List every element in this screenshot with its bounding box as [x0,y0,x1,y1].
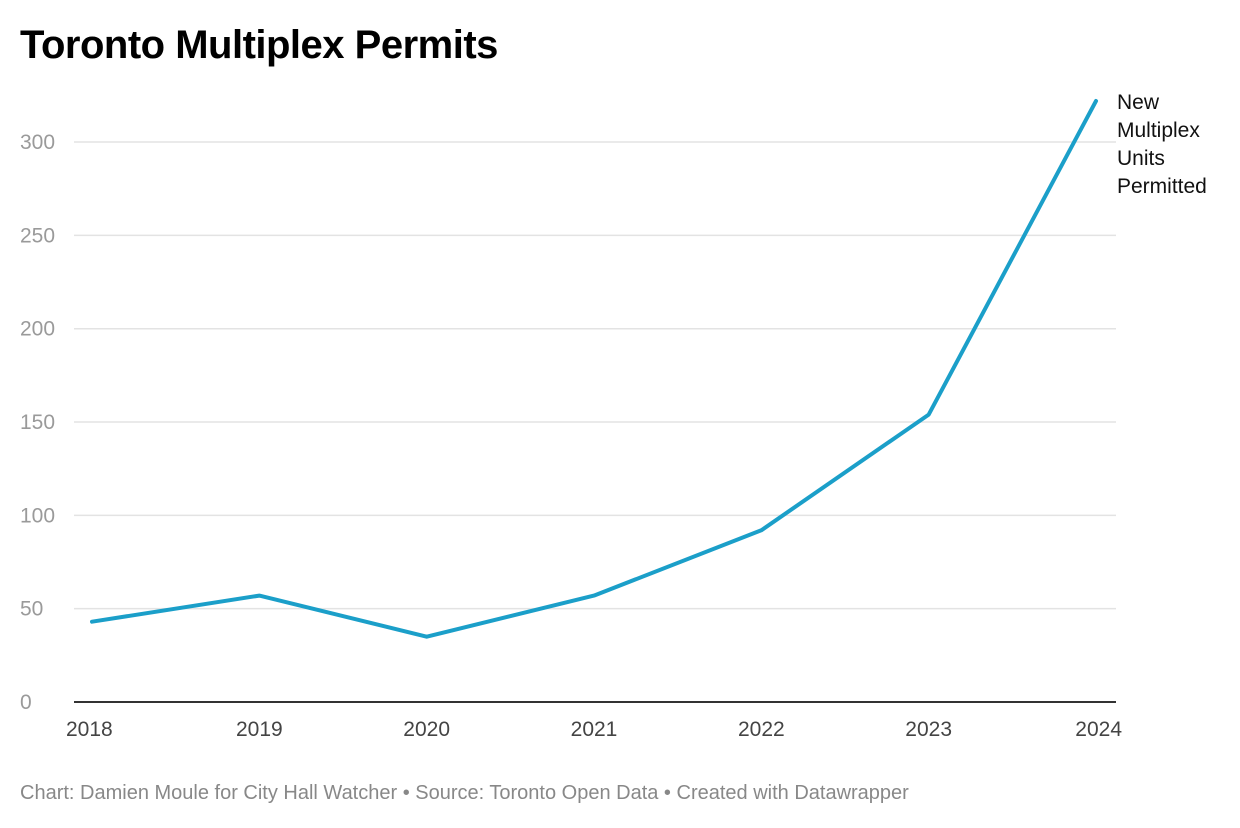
x-tick-label: 2023 [905,718,952,741]
x-axis-ticks: 2018 2019 2020 2021 2022 2023 2024 [66,718,1122,741]
y-tick-label: 100 [20,504,55,527]
y-tick-label: 50 [20,598,43,621]
chart-title: Toronto Multiplex Permits [20,23,498,67]
x-tick-label: 2024 [1075,718,1122,741]
series-line [90,99,1098,639]
series-labels: New Multiplex Units Permitted [1117,91,1207,198]
series-label: New Multiplex Units Permitted [1117,91,1207,198]
y-tick-label: 200 [20,318,55,341]
x-tick-label: 2020 [403,718,450,741]
x-tick-label: 2021 [571,718,618,741]
x-tick-label: 2019 [236,718,283,741]
y-axis-ticks: 0 50 100 150 200 250 300 [20,131,55,714]
series-lines [90,99,1098,639]
chart-footer: Chart: Damien Moule for City Hall Watche… [20,782,909,804]
y-tick-label: 150 [20,411,55,434]
y-tick-label: 250 [20,224,55,247]
y-tick-label: 0 [20,691,32,714]
y-tick-label: 300 [20,131,55,154]
x-tick-label: 2018 [66,718,113,741]
gridlines [74,141,1116,703]
x-tick-label: 2022 [738,718,785,741]
